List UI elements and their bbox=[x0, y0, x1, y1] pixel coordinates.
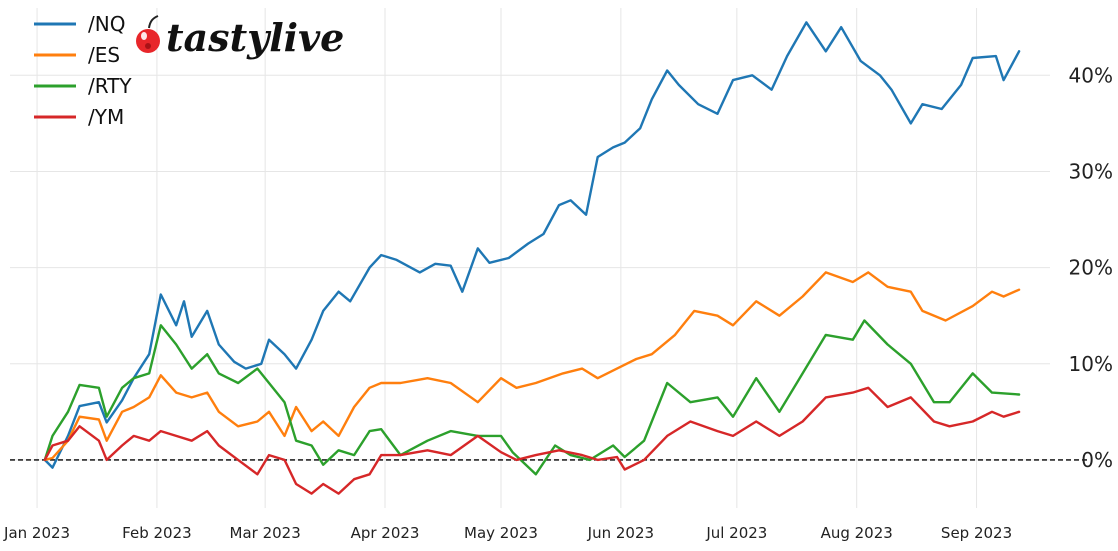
x-tick-label: Jan 2023 bbox=[3, 524, 70, 542]
x-tick-label: Feb 2023 bbox=[122, 524, 192, 542]
x-tick-label: Jun 2023 bbox=[587, 524, 654, 542]
legend-item: /YM bbox=[34, 105, 124, 129]
x-tick-label: Aug 2023 bbox=[821, 524, 893, 542]
y-tick-label: 20% bbox=[1069, 256, 1113, 280]
legend: /NQ/ES/RTY/YM bbox=[34, 12, 132, 129]
legend-label: /YM bbox=[88, 105, 124, 129]
y-axis-tick-labels: 0% 10% 20% 30% 40% bbox=[1069, 63, 1113, 472]
legend-item: /ES bbox=[34, 43, 120, 67]
legend-item: /RTY bbox=[34, 74, 132, 98]
legend-item: /NQ bbox=[34, 12, 125, 36]
x-tick-label: Sep 2023 bbox=[941, 524, 1012, 542]
y-tick-label: 40% bbox=[1069, 63, 1113, 87]
cherry-icon bbox=[136, 15, 160, 53]
tastylive-logo: tastylive bbox=[136, 15, 344, 60]
legend-label: /ES bbox=[88, 43, 120, 67]
y-tick-label: 10% bbox=[1069, 352, 1113, 376]
x-axis-tick-labels: Jan 2023 Feb 2023 Mar 2023 Apr 2023 May 2023… bbox=[3, 524, 1012, 542]
series-line-ym bbox=[43, 386, 1021, 495]
series-line-rty bbox=[43, 319, 1021, 476]
legend-label: /RTY bbox=[88, 74, 132, 98]
y-tick-label: 0% bbox=[1081, 448, 1113, 472]
legend-label: /NQ bbox=[88, 12, 125, 36]
series-lines bbox=[43, 21, 1021, 495]
series-line-es bbox=[43, 271, 1021, 462]
series-line-nq bbox=[43, 21, 1021, 469]
x-tick-label: Jul 2023 bbox=[705, 524, 767, 542]
x-tick-label: Apr 2023 bbox=[351, 524, 420, 542]
x-tick-label: May 2023 bbox=[464, 524, 538, 542]
y-tick-label: 30% bbox=[1069, 159, 1113, 183]
logo-wordmark: tastylive bbox=[166, 15, 344, 60]
x-tick-label: Mar 2023 bbox=[230, 524, 301, 542]
grid-lines bbox=[10, 8, 1050, 508]
